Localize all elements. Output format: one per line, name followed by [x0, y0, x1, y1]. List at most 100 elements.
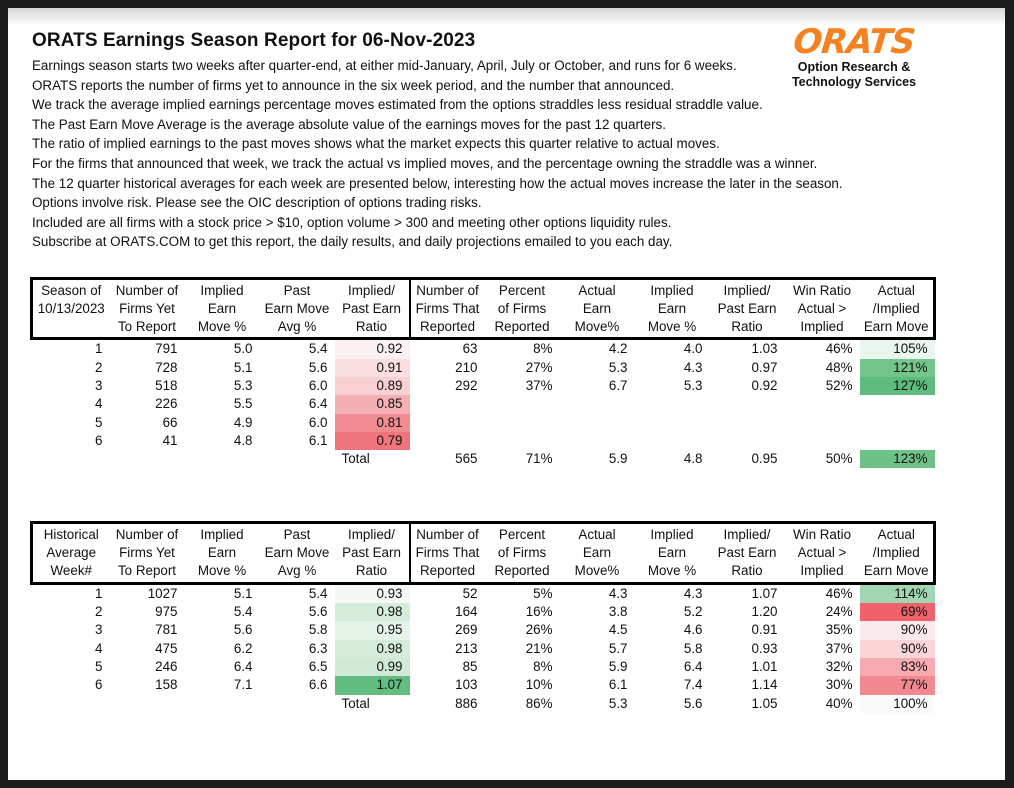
table-cell: 0.89 [334, 376, 410, 396]
logo-subtitle-line2: Technology Services [791, 75, 917, 89]
header-row: Season of 10/13/2023 Number of Firms Yet To … [30, 276, 936, 341]
table-cell: 5.4 [308, 341, 328, 357]
column-header: Number of Firms That Reported [409, 521, 485, 585]
table-cell: 86% [525, 695, 553, 711]
table-cell: Total [341, 695, 370, 711]
table-cell: 1.07 [751, 585, 778, 601]
table-cell: 52% [825, 377, 853, 393]
table-cell [785, 432, 860, 450]
column-header: Implied/Past Earn Ratio [709, 521, 785, 585]
table-cell: 6.7 [608, 377, 628, 393]
header-row: Historical Average Week# Number of Firms Yet… [30, 521, 936, 585]
table-cell [860, 395, 935, 413]
table-cell: 6.2 [233, 640, 253, 656]
table-cell: 123% [859, 450, 935, 469]
table-cell [560, 414, 635, 432]
table-cell: 3.8 [608, 604, 628, 620]
column-header: Historical Average Week# [30, 521, 110, 585]
table-cell: 32% [825, 658, 853, 674]
table-row: 5 246 6.4 6.5 0.99 85 8% 5.9 6.4 1.01 32% 83% [32, 657, 935, 677]
table-cell: 0.98 [334, 639, 410, 658]
table-cell: 6.1 [608, 677, 628, 693]
table-cell: 210 [455, 359, 478, 375]
table-cell: 5.3 [683, 377, 703, 393]
table-cell: 164 [455, 604, 478, 620]
column-header: Percent of Firms Reported [484, 521, 560, 585]
column-header: Number of Firms Yet To Report [109, 521, 185, 585]
table-cell [185, 695, 260, 713]
table-cell [410, 432, 485, 450]
table-cell: 4 [95, 396, 103, 412]
table-cell [410, 414, 485, 432]
table-cell: 5.3 [608, 695, 628, 711]
historical-average-table: Historical Average Week# Number of Firms Yet… [30, 521, 936, 713]
table-cell: 90% [859, 639, 935, 658]
table-cell: Total [341, 451, 370, 467]
table-cell: 0.95 [334, 621, 410, 640]
table-cell: 4.3 [683, 585, 703, 601]
table-cell: 0.97 [751, 359, 778, 375]
table-row: 2 975 5.4 5.6 0.98 164 16% 3.8 5.2 1.20 24% 69% [32, 603, 935, 622]
table-cell: 100% [859, 694, 935, 713]
table-cell: 0.93 [751, 640, 778, 656]
table-cell: 41 [162, 432, 178, 448]
table-cell: 1027 [147, 585, 178, 601]
table-cell: 83% [859, 657, 935, 677]
table-cell: 37% [825, 640, 853, 656]
table-row: 6 158 7.1 6.6 1.07 103 10% 6.1 7.4 1.14 30% 77% [32, 676, 935, 695]
table-cell: 66 [162, 414, 178, 430]
intro-line: The Past Earn Move Average is the averag… [32, 116, 666, 132]
column-header: Implied/Past Earn Ratio [709, 276, 785, 341]
table-cell: 71% [525, 451, 553, 467]
table-cell: 781 [155, 622, 178, 638]
intro-line: ORATS reports the number of firms yet to… [32, 77, 675, 93]
table-cell: 0.92 [751, 377, 778, 393]
table-row: 5 66 4.9 6.0 0.81 [32, 413, 935, 432]
table-cell: 52 [462, 585, 478, 601]
table-row: 4 226 5.5 6.4 0.85 [32, 395, 935, 414]
table-cell: 5.9 [608, 451, 628, 467]
table-cell: 6.6 [308, 677, 328, 693]
table-cell: 6.0 [308, 414, 328, 430]
report-page: ORATS Option Research & Technology Servi… [8, 8, 1005, 780]
table-cell: 2 [95, 604, 103, 620]
column-header: Number of Firms Yet To Report [109, 276, 185, 341]
table-cell: 5.6 [308, 604, 328, 620]
table-cell: 26% [525, 622, 553, 638]
column-header: Win Ratio Actual > Implied [784, 521, 860, 585]
column-header: Actual Earn Move% [559, 276, 635, 341]
column-header: Actual/Implied Earn Move [859, 276, 936, 341]
table-row: 3 781 5.6 5.8 0.95 269 26% 4.5 4.6 0.91 35% 90% [32, 621, 935, 640]
table-cell: 4.2 [608, 341, 628, 357]
table-cell: 5.1 [233, 359, 253, 375]
table-cell: 3 [95, 377, 103, 393]
table-cell: 0.93 [334, 583, 410, 604]
table-cell [110, 450, 185, 468]
table-cell: 0.98 [334, 603, 410, 622]
table-cell: 158 [155, 677, 178, 693]
intro-line: Options involve risk. Please see the OIC… [32, 195, 482, 211]
table-cell: 975 [155, 604, 178, 620]
table-cell [710, 414, 785, 432]
intro-paragraph: Earnings season starts two weeks after q… [32, 56, 1005, 252]
table-cell: 48% [825, 359, 853, 375]
table-cell: 475 [155, 640, 178, 656]
table-cell [110, 695, 185, 713]
table-cell: 4.3 [608, 585, 628, 601]
table-cell: 0.99 [334, 657, 410, 677]
table-cell: 4.0 [683, 341, 703, 357]
table-cell: 4.3 [683, 359, 703, 375]
table-cell: 1.05 [751, 695, 778, 711]
column-header: Number of Firms That Reported [409, 276, 485, 341]
table-cell: 5.4 [233, 604, 253, 620]
table-cell: 103 [455, 677, 478, 693]
table-row: 6 41 4.8 6.1 0.79 [32, 431, 935, 451]
table-cell: 518 [155, 377, 178, 393]
table-cell: 0.95 [751, 451, 778, 467]
table-cell: 5.7 [608, 640, 628, 656]
table-cell: 1 [95, 585, 103, 601]
table-cell: 5.9 [608, 658, 628, 674]
table-cell: 0.85 [334, 395, 410, 414]
column-header: Implied/Past Earn Ratio [334, 276, 411, 341]
table-cell: 5.5 [233, 396, 253, 412]
